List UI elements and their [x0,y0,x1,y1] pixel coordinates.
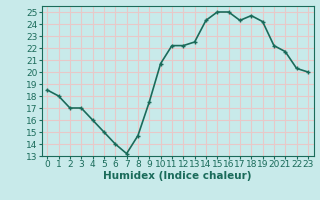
X-axis label: Humidex (Indice chaleur): Humidex (Indice chaleur) [103,171,252,181]
